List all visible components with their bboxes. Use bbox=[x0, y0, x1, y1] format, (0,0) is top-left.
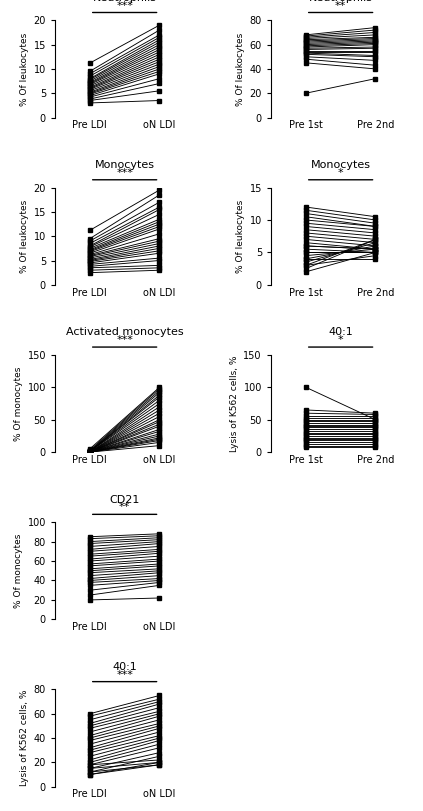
Title: Activated monocytes: Activated monocytes bbox=[66, 328, 184, 337]
Text: *: * bbox=[338, 335, 343, 345]
Y-axis label: % Of leukocytes: % Of leukocytes bbox=[20, 200, 30, 272]
Y-axis label: % Of monocytes: % Of monocytes bbox=[14, 534, 23, 608]
Y-axis label: % Of leukocytes: % Of leukocytes bbox=[236, 200, 245, 272]
Title: 40:1: 40:1 bbox=[328, 328, 353, 337]
Text: *: * bbox=[338, 168, 343, 178]
Title: Monocytes: Monocytes bbox=[95, 160, 155, 170]
Y-axis label: % Of leukocytes: % Of leukocytes bbox=[20, 32, 30, 105]
Text: ***: *** bbox=[116, 168, 133, 178]
Text: **: ** bbox=[335, 1, 346, 11]
Y-axis label: Lysis of K562 cells, %: Lysis of K562 cells, % bbox=[230, 355, 239, 452]
Text: ***: *** bbox=[116, 670, 133, 680]
Title: 40:1: 40:1 bbox=[112, 662, 137, 672]
Text: **: ** bbox=[119, 502, 130, 513]
Title: Monocytes: Monocytes bbox=[310, 160, 371, 170]
Text: ***: *** bbox=[116, 335, 133, 345]
Title: Neutrophils: Neutrophils bbox=[93, 0, 157, 2]
Title: CD21: CD21 bbox=[110, 495, 140, 504]
Y-axis label: % Of leukocytes: % Of leukocytes bbox=[236, 32, 245, 105]
Text: ***: *** bbox=[116, 1, 133, 11]
Title: Neutrophils: Neutrophils bbox=[309, 0, 373, 2]
Y-axis label: Lysis of K562 cells, %: Lysis of K562 cells, % bbox=[20, 690, 30, 787]
Y-axis label: % Of monocytes: % Of monocytes bbox=[14, 367, 23, 440]
